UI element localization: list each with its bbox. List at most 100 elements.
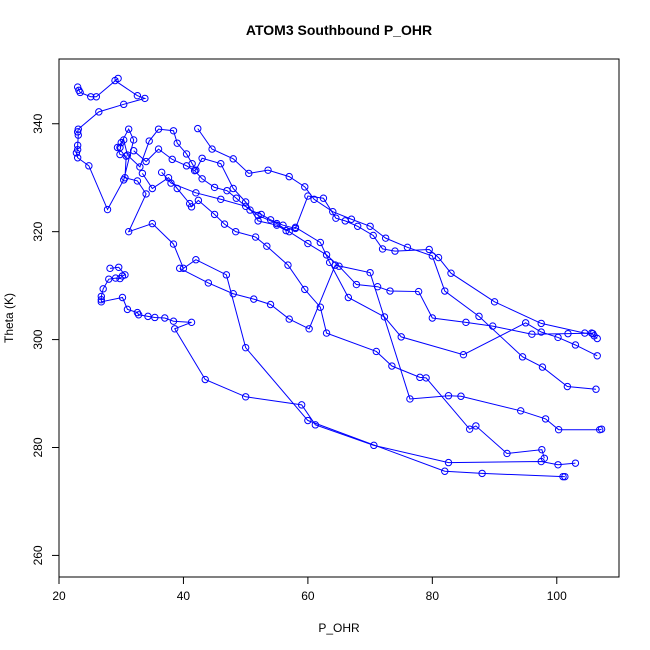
data-point bbox=[305, 325, 313, 333]
data-point bbox=[263, 242, 271, 250]
data-point bbox=[72, 149, 81, 157]
data-point bbox=[559, 472, 567, 481]
data-point bbox=[116, 143, 124, 152]
data-point bbox=[123, 151, 132, 159]
data-point bbox=[528, 330, 536, 338]
data-point bbox=[115, 263, 123, 271]
data-point bbox=[95, 108, 103, 116]
data-point bbox=[138, 169, 147, 178]
data-point bbox=[124, 227, 133, 236]
data-point bbox=[123, 305, 132, 314]
data-point bbox=[148, 184, 157, 193]
data-point bbox=[403, 243, 412, 252]
data-point bbox=[329, 208, 337, 216]
data-point bbox=[97, 298, 106, 306]
data-point bbox=[311, 421, 320, 429]
series-5 bbox=[138, 169, 549, 462]
series-4 bbox=[129, 145, 597, 338]
series-6 bbox=[157, 168, 601, 343]
data-point bbox=[378, 245, 387, 253]
x-axis-label: P_OHR bbox=[318, 621, 360, 635]
data-point bbox=[347, 215, 356, 223]
data-point bbox=[73, 141, 82, 150]
series-7 bbox=[194, 124, 600, 393]
data-point bbox=[246, 206, 254, 214]
data-point bbox=[597, 425, 606, 433]
data-point bbox=[154, 125, 163, 133]
series-1 bbox=[72, 74, 569, 481]
data-point bbox=[167, 179, 175, 187]
data-point bbox=[593, 352, 601, 360]
series-line bbox=[161, 171, 598, 339]
data-point bbox=[134, 311, 143, 319]
data-point bbox=[157, 168, 166, 177]
series-line bbox=[75, 78, 565, 478]
data-point bbox=[518, 353, 527, 361]
data-point bbox=[241, 202, 250, 211]
data-point bbox=[554, 461, 562, 469]
data-point bbox=[369, 231, 377, 240]
data-point bbox=[537, 328, 545, 336]
data-point bbox=[111, 76, 119, 85]
data-point bbox=[366, 268, 374, 277]
data-point bbox=[457, 392, 465, 400]
data-point bbox=[190, 166, 199, 175]
data-point bbox=[397, 333, 405, 341]
data-point bbox=[257, 210, 265, 219]
data-point bbox=[182, 162, 191, 170]
data-point bbox=[241, 393, 250, 401]
data-point bbox=[194, 196, 203, 205]
data-point bbox=[74, 131, 82, 139]
data-point bbox=[478, 469, 486, 478]
series-line bbox=[119, 128, 598, 357]
data-point bbox=[133, 91, 142, 100]
data-point bbox=[133, 177, 142, 185]
data-point bbox=[251, 233, 260, 241]
series-line bbox=[197, 128, 597, 390]
data-point bbox=[73, 145, 82, 154]
x-tick-label: 100 bbox=[547, 589, 567, 603]
data-point bbox=[465, 425, 474, 433]
data-point bbox=[229, 184, 237, 193]
series-line bbox=[100, 266, 576, 466]
data-point bbox=[475, 312, 483, 321]
data-point bbox=[516, 407, 525, 415]
data-point bbox=[503, 449, 511, 458]
data-point bbox=[561, 472, 569, 481]
data-point bbox=[141, 94, 149, 103]
data-point bbox=[250, 295, 258, 303]
data-point bbox=[210, 210, 219, 219]
data-point bbox=[441, 467, 449, 475]
data-point bbox=[99, 285, 107, 293]
y-axis-label: Theta (K) bbox=[2, 293, 16, 343]
data-point bbox=[73, 128, 82, 136]
x-tick-label: 20 bbox=[52, 589, 66, 603]
data-point bbox=[380, 313, 389, 321]
data-point bbox=[388, 362, 396, 370]
data-point bbox=[316, 238, 325, 247]
data-point bbox=[229, 155, 237, 163]
data-point bbox=[120, 136, 128, 144]
x-axis: 20 40 60 80 100 bbox=[52, 576, 567, 603]
data-point bbox=[285, 315, 293, 323]
data-point bbox=[304, 416, 312, 425]
data-point bbox=[129, 147, 138, 155]
data-point bbox=[106, 264, 114, 273]
y-tick-label: 260 bbox=[31, 545, 45, 565]
data-point bbox=[273, 219, 281, 228]
data-point bbox=[372, 347, 381, 356]
data-point bbox=[593, 334, 601, 343]
data-point bbox=[285, 172, 293, 181]
data-point bbox=[592, 385, 600, 393]
data-point bbox=[198, 154, 206, 162]
data-point bbox=[422, 374, 430, 382]
data-point bbox=[105, 275, 113, 283]
data-point bbox=[192, 189, 200, 197]
data-point bbox=[428, 252, 437, 260]
data-point bbox=[121, 174, 129, 182]
data-point bbox=[301, 285, 309, 294]
data-point bbox=[97, 292, 106, 301]
data-point bbox=[122, 152, 130, 160]
data-point bbox=[208, 145, 216, 153]
